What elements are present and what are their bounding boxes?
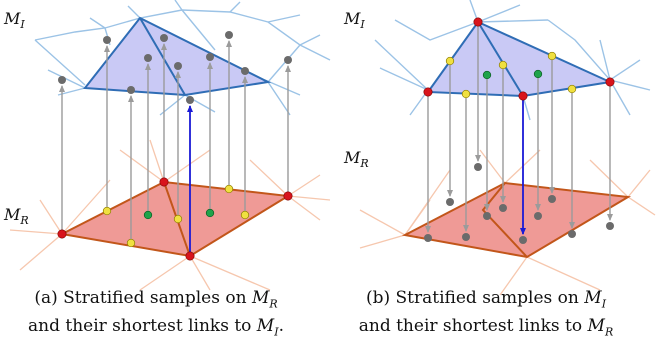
- caption-b-line1: (b) Stratified samples on MI: [365, 288, 607, 311]
- panel-b-bottom-inner-edge: [481, 182, 528, 258]
- panel-b-top-mesh: [374, 0, 651, 121]
- caption-b: (b) Stratified samples on MI and their s…: [336, 287, 636, 344]
- caption-a-line1: (a) Stratified samples on MR: [34, 288, 278, 311]
- panel-b-links: [425, 22, 613, 233]
- panel-a-label-top: MI: [3, 9, 25, 31]
- panel-a-vertices: [57, 177, 293, 261]
- panel-a: MI MR: [3, 0, 331, 291]
- panel-b-green-samples: [482, 69, 543, 80]
- panel-a-top-points: [58, 31, 292, 104]
- caption-a-line2: and their shortest links to MI.: [28, 316, 284, 339]
- panel-b-top-inner-edge: [477, 21, 524, 97]
- panel-b-bottom-points: [424, 163, 614, 244]
- panel-a-label-bottom: MR: [3, 205, 29, 227]
- panel-b-yellow-samples: [445, 51, 577, 99]
- panel-a-top-mesh: [34, 0, 331, 116]
- caption-a: (a) Stratified samples on MR and their s…: [6, 287, 306, 344]
- panel-b-vertices: [423, 17, 615, 101]
- panel-b: MI MR: [343, 0, 656, 296]
- panel-a-top-face: [83, 16, 272, 97]
- panel-a-yellow-samples: [102, 184, 250, 248]
- panel-b-top-face: [426, 20, 614, 98]
- panel-a-green-samples: [143, 208, 215, 220]
- panel-a-links: [59, 40, 291, 242]
- panel-b-label-middle: MR: [343, 148, 369, 170]
- panel-b-label-top: MI: [343, 9, 365, 31]
- panel-b-bottom-mesh: [359, 149, 656, 296]
- caption-b-line2: and their shortest links to MR: [358, 316, 614, 339]
- panel-a-bottom-mesh: [9, 139, 331, 291]
